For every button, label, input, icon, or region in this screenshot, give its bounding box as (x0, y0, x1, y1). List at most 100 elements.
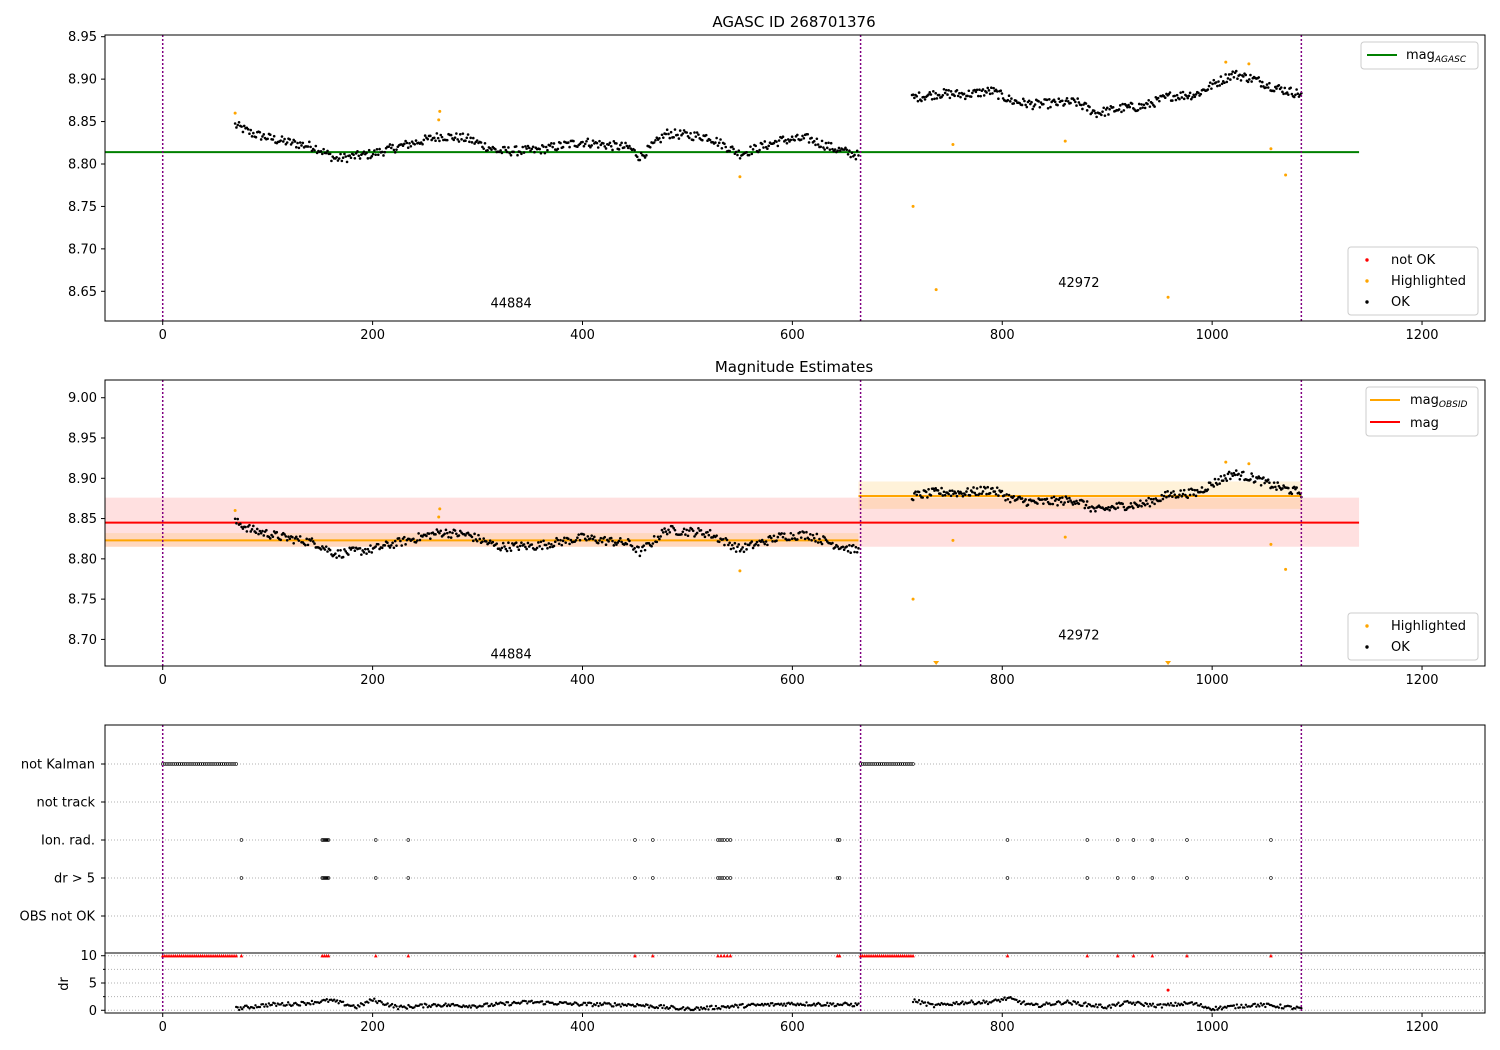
flag-point (835, 838, 840, 842)
ok-point (637, 545, 640, 549)
flag-point (884, 762, 888, 766)
dr-point (1294, 1007, 1297, 1010)
ok-point (1260, 80, 1264, 84)
dr-clipped-marker (406, 953, 411, 958)
ok-point (989, 86, 993, 90)
dr-point (572, 1002, 575, 1006)
dr-point (950, 1003, 954, 1007)
ok-point (1229, 477, 1232, 481)
dr-point (619, 1005, 623, 1008)
ok-point (482, 537, 485, 540)
dr-point (286, 1001, 290, 1004)
dr-point (997, 998, 1000, 1002)
dr-point (460, 1005, 464, 1009)
flag-point (324, 838, 329, 842)
y-tick-label: 8.75 (68, 593, 97, 608)
ok-point (664, 132, 668, 136)
ok-point (1065, 497, 1069, 500)
highlighted-point (951, 538, 955, 542)
flag-point (1269, 876, 1273, 880)
ok-point (585, 139, 588, 143)
dr-point (451, 1002, 455, 1006)
ok-point (814, 540, 817, 543)
ok-point (470, 141, 474, 144)
flag-point (321, 876, 325, 880)
flag-point (175, 762, 180, 766)
ok-point (556, 538, 560, 542)
dr-clipped-marker (1269, 953, 1273, 958)
ok-point (594, 539, 597, 542)
ok-point (1152, 497, 1155, 501)
dr-point (396, 1007, 400, 1011)
dr-point (1115, 1003, 1119, 1006)
ok-point (816, 541, 820, 544)
ok-point (1126, 105, 1129, 109)
ok-point (1232, 75, 1236, 79)
ok-point (743, 542, 747, 546)
dr-point (557, 1002, 560, 1006)
dr-point (919, 1002, 922, 1006)
legend-label-mag: mag (1410, 416, 1439, 431)
ok-point (507, 146, 510, 149)
dr-point (237, 1008, 241, 1012)
ok-point (363, 547, 367, 551)
ok-point (943, 493, 947, 497)
ok-point (1065, 97, 1069, 100)
ok-point (546, 546, 549, 550)
ok-point (681, 132, 685, 135)
flag-point (633, 876, 637, 880)
ok-point (413, 142, 417, 146)
y-tick-label: 8.90 (68, 73, 97, 88)
ok-point (805, 530, 808, 534)
ok-point (1156, 96, 1160, 100)
ok-point (929, 93, 933, 96)
ok-point (603, 535, 607, 539)
flag-point (894, 762, 898, 766)
ok-point (527, 146, 531, 150)
ok-point (971, 490, 974, 494)
ok-point (259, 138, 263, 141)
flag-point (909, 762, 913, 766)
ok-point (1295, 88, 1298, 91)
ok-point (945, 88, 948, 92)
ok-point (389, 146, 393, 150)
ok-point (685, 131, 689, 134)
ok-point (917, 91, 921, 94)
dr-point (693, 1007, 697, 1011)
ok-point (707, 533, 711, 537)
ok-point (370, 551, 374, 554)
x-tick-label: 1200 (1405, 1020, 1438, 1035)
flag-point (869, 762, 873, 766)
flag-point (226, 762, 230, 766)
ok-point (837, 146, 841, 150)
ok-point (853, 550, 856, 554)
ok-point (613, 541, 617, 544)
flag-point (905, 762, 909, 766)
ok-point (1107, 505, 1110, 509)
ok-point (335, 155, 338, 159)
ok-point (576, 536, 579, 540)
ok-point (1146, 102, 1149, 106)
dr-point (766, 1002, 770, 1006)
ok-point (324, 151, 328, 155)
ok-point (1244, 73, 1248, 77)
ok-point (488, 539, 492, 542)
ok-point (942, 87, 946, 91)
ok-point (266, 137, 269, 141)
y-tick-label: 10 (80, 949, 97, 964)
ok-point (1213, 477, 1217, 481)
ok-point (432, 136, 436, 140)
ok-point (1266, 478, 1270, 482)
ok-point (1250, 472, 1253, 475)
ok-point (767, 144, 770, 148)
x-tick-label: 200 (360, 673, 385, 688)
ok-point (848, 543, 851, 547)
ok-point (514, 541, 518, 545)
highlighted-point (911, 597, 915, 601)
dr-point (1174, 1001, 1177, 1004)
dr-point (1151, 1002, 1155, 1005)
ok-point (751, 546, 755, 550)
ok-point (344, 550, 348, 553)
dr-point (659, 1003, 663, 1007)
